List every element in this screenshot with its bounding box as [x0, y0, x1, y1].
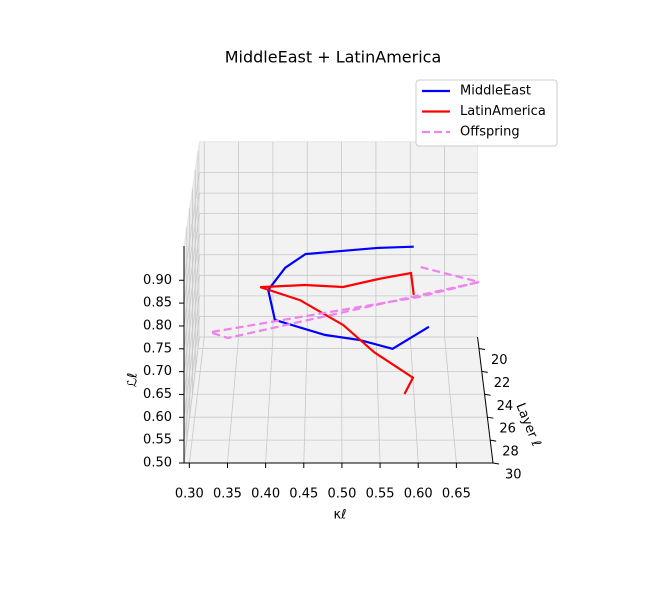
- grid-line: [183, 234, 200, 349]
- x-axis-label: κℓ: [333, 508, 346, 523]
- y-tick-label: 20: [491, 353, 508, 368]
- y-tick: [478, 347, 486, 350]
- y-tick-label: 24: [497, 399, 514, 414]
- z-tick-label: 0.60: [143, 410, 172, 425]
- y-tick-label: 22: [494, 376, 511, 391]
- y-tick-label: 30: [505, 468, 522, 483]
- x-tick-label: 0.30: [175, 487, 204, 502]
- grid-line: [183, 254, 200, 372]
- grid-line: [188, 336, 205, 464]
- legend-label: MiddleEast: [460, 84, 531, 99]
- x-tick-label: 0.55: [366, 487, 395, 502]
- series-line: [259, 271, 415, 395]
- grid-line: [409, 336, 419, 464]
- grid-line: [265, 336, 274, 464]
- x-tick-label: 0.45: [289, 487, 318, 502]
- y-tick-label: 28: [502, 445, 519, 460]
- z-tick-label: 0.85: [143, 296, 172, 311]
- z-tick-label: 0.55: [143, 433, 172, 448]
- x-tick-label: 0.50: [327, 487, 356, 502]
- grid-line: [375, 336, 381, 464]
- legend-label: LatinAmerica: [460, 104, 546, 119]
- grid-line: [183, 336, 200, 464]
- grid-line: [183, 193, 200, 304]
- grid-line: [183, 295, 200, 418]
- x-tick-label: 0.60: [404, 487, 433, 502]
- panes: 0.30 0.35 0.40 0.45 0.50 0.55 0.60 0.65 20 22 24 26…: [143, 141, 522, 502]
- z-tick-label: 0.65: [143, 387, 172, 402]
- z-tick-label: 0.50: [143, 456, 172, 471]
- plot-area: [209, 245, 480, 395]
- z-tick-label: 0.70: [143, 364, 172, 379]
- y-tick: [492, 462, 500, 465]
- y-axis-label: Layer ℓ: [512, 401, 543, 449]
- legend-label: Offspring: [460, 125, 520, 140]
- chart-title: MiddleEast + LatinAmerica: [225, 48, 442, 67]
- grid-line: [227, 336, 239, 464]
- z-axis-label: ℒℓ: [126, 373, 141, 388]
- x-tick-label: 0.35: [213, 487, 242, 502]
- y-tick-label: 26: [499, 422, 516, 437]
- grid-line: [183, 172, 200, 281]
- grid-line: [183, 316, 200, 441]
- axis-line: [477, 336, 494, 464]
- grid-line: [183, 275, 200, 395]
- back-pane: [198, 141, 479, 338]
- x-tick-label: 0.65: [442, 487, 471, 502]
- legend-box: [415, 79, 558, 147]
- y-tick: [490, 439, 497, 442]
- grid-line: [303, 336, 308, 464]
- grid-line: [444, 336, 457, 464]
- z-tick-label: 0.90: [143, 273, 172, 288]
- y-tick: [481, 370, 488, 373]
- y-tick: [484, 393, 491, 396]
- z-tick-label: 0.80: [143, 318, 172, 333]
- legend: MiddleEast LatinAmerica Offspring: [415, 79, 558, 147]
- series-line: [209, 265, 480, 340]
- grid-line: [183, 213, 200, 327]
- x-tick-label: 0.40: [251, 487, 280, 502]
- y-tick: [487, 416, 494, 419]
- z-tick-label: 0.75: [143, 341, 172, 356]
